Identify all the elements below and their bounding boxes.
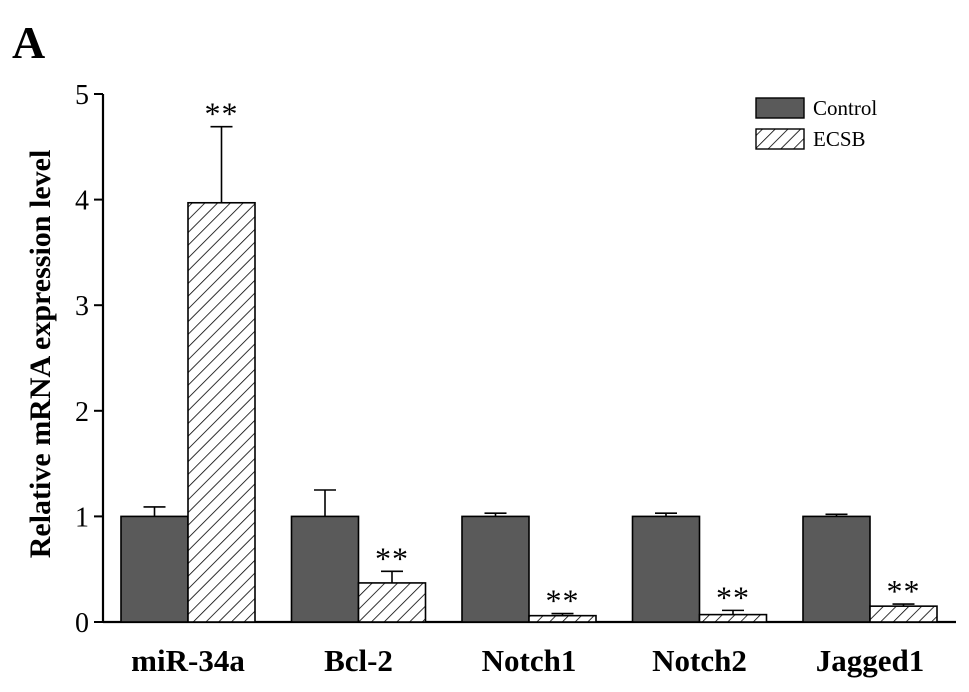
y-tick-label: 0	[75, 608, 89, 639]
bar-control-notch1	[461, 515, 530, 623]
plot-area: 0 1 2 3 4 5 ** miR-34a ** Bcl-2 ** Notch1 ** Notch2 **…	[75, 80, 956, 678]
y-tick-label: 2	[75, 397, 89, 428]
x-tick-label: miR-34a	[131, 643, 245, 678]
legend-label-ecsb: ECSB	[813, 127, 866, 151]
bar-ecsb-notch2	[698, 613, 768, 623]
legend-label-control: Control	[813, 96, 877, 120]
x-tick-label: Notch1	[482, 643, 577, 678]
bar-ecsb-mir-34a	[187, 201, 256, 623]
legend-swatch-ecsb	[755, 128, 805, 150]
y-tick-label: 4	[75, 186, 89, 217]
significance-marker: **	[546, 583, 580, 619]
panel-label: A	[12, 17, 45, 68]
significance-marker: **	[205, 96, 239, 132]
significance-marker: **	[716, 579, 750, 615]
x-tick-label: Jagged1	[816, 643, 925, 678]
legend-swatch-control	[755, 97, 805, 119]
x-tick-label: Bcl-2	[324, 643, 393, 678]
significance-marker: **	[375, 540, 409, 576]
y-axis-label: Relative mRNA expression level	[24, 150, 57, 559]
significance-marker: **	[887, 573, 921, 609]
y-tick-label: 3	[75, 291, 89, 322]
bar-control-bcl-2	[290, 515, 360, 623]
legend: Control ECSB	[755, 96, 877, 151]
y-tick-label: 1	[75, 502, 89, 533]
bar-control-jagged1	[802, 515, 871, 623]
bar-control-mir-34a	[120, 515, 189, 623]
bar-control-notch2	[631, 515, 701, 623]
bar-ecsb-bcl-2	[357, 582, 427, 623]
y-tick-label: 5	[75, 80, 89, 111]
x-tick-label: Notch2	[652, 643, 747, 678]
